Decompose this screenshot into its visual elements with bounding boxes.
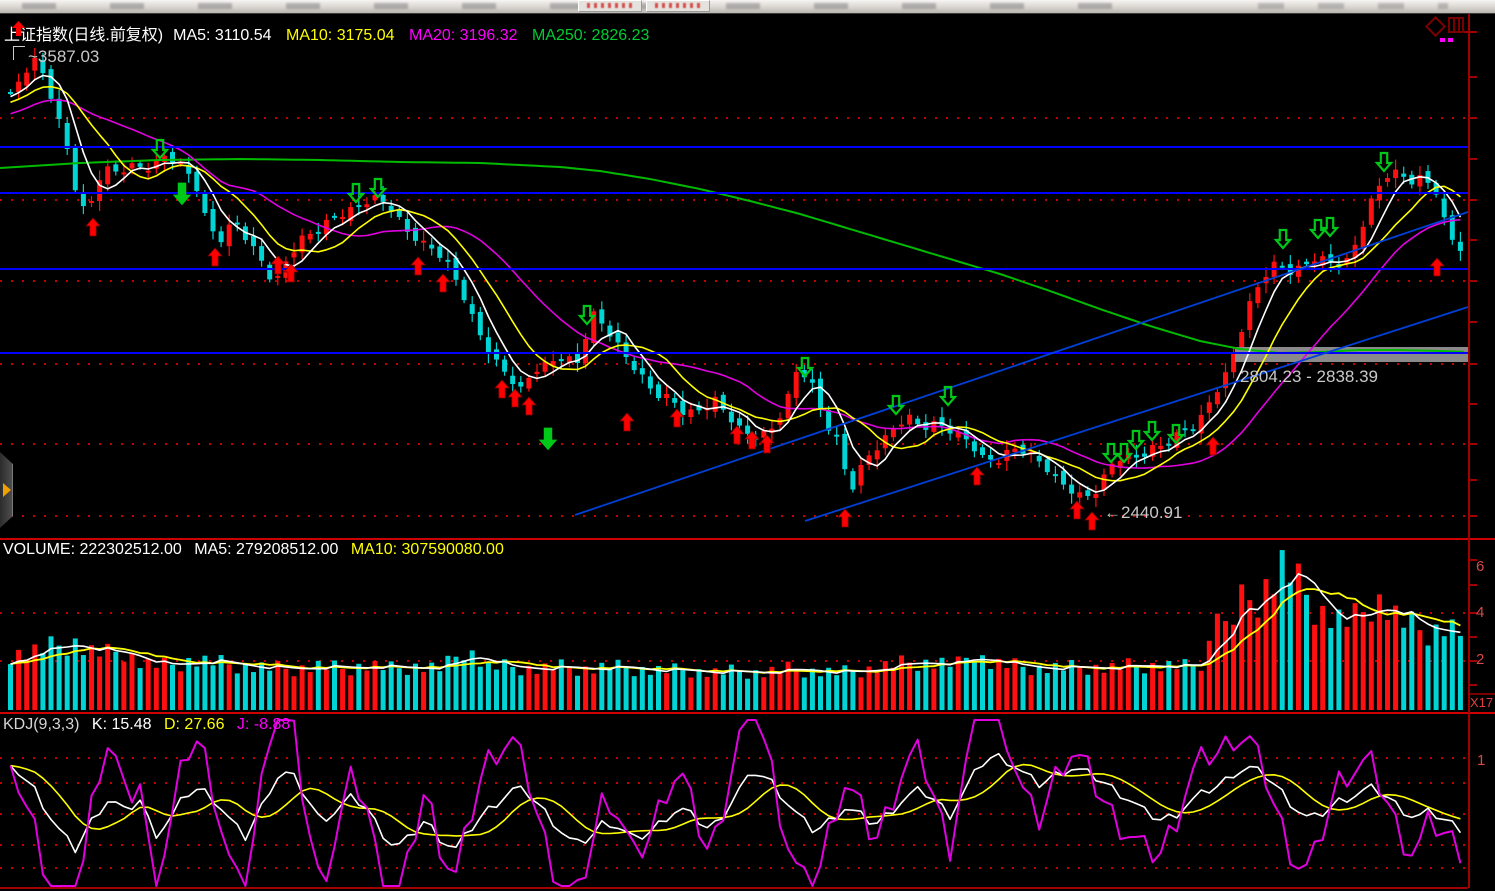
- volume-axis-label-6: 6: [1476, 558, 1485, 575]
- split-window-icon[interactable]: [1448, 17, 1464, 33]
- ma5-value: MA5: 3110.54: [173, 27, 272, 44]
- volume-ma5-value: MA5: 279208512.00: [194, 541, 339, 558]
- kdj-k-value: K: 15.48: [91, 716, 152, 733]
- expand-arrow-icon: [3, 483, 11, 497]
- panel-expand-handle[interactable]: [0, 452, 13, 528]
- high-tick-mark: [13, 46, 25, 60]
- kdj-j-value: J: -8.88: [236, 716, 291, 733]
- volume-value: VOLUME: 222302512.00: [3, 541, 182, 558]
- kdj-pane-header: KDJ(9,3,3) K: 15.48 D: 27.66 J: -8.88: [3, 716, 298, 734]
- ma250-value: MA250: 2826.23: [531, 27, 650, 44]
- volume-pane-header: VOLUME: 222302512.00 MA5: 279208512.00 M…: [3, 541, 512, 559]
- magenta-marker-dot-1: [1440, 38, 1445, 42]
- kdj-params: KDJ(9,3,3): [3, 716, 80, 733]
- toolbar-red-button-2[interactable]: [646, 0, 710, 12]
- volume-axis-label-4: 4: [1476, 604, 1485, 621]
- up-trend-icon: [12, 21, 25, 36]
- ma20-value: MA20: 3196.32: [408, 27, 518, 44]
- main-chart-header: 上证指数(日线.前复权) MA5: 3110.54 MA10: 3175.04 M…: [4, 21, 659, 45]
- kdj-d-value: D: 27.66: [163, 716, 225, 733]
- toolbar-red-button-1[interactable]: [578, 0, 642, 12]
- magenta-marker-dot-2: [1448, 38, 1453, 42]
- menu-items-cropped-right: [1258, 3, 1448, 9]
- ma10-value: MA10: 3175.04: [286, 27, 395, 44]
- kdj-axis-label-1: 1: [1477, 752, 1486, 769]
- low-price-annotation: ←2440.91: [1104, 503, 1183, 522]
- volume-axis-label-2: 2: [1476, 651, 1485, 668]
- gap-range-annotation: 2804.23 - 2838.39: [1240, 367, 1379, 386]
- instrument-title: 上证指数(日线.前复权): [4, 27, 164, 44]
- high-price-annotation: ~3587.03: [28, 47, 100, 66]
- volume-scale-corner-label: X17: [1470, 695, 1494, 710]
- volume-ma10-value: MA10: 307590080.00: [350, 541, 504, 558]
- menu-bar[interactable]: [0, 0, 1495, 14]
